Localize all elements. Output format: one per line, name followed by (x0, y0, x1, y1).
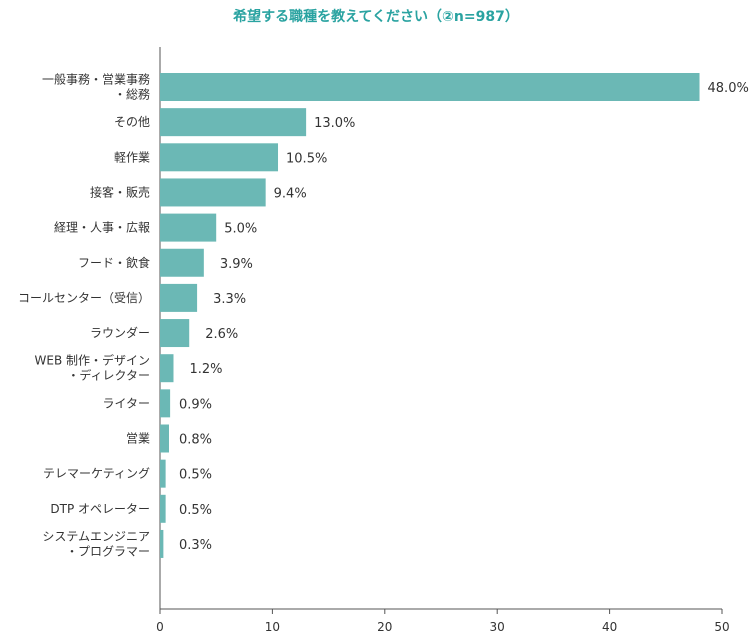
category-label: その他 (114, 115, 150, 129)
bar (160, 213, 217, 242)
bar (160, 143, 279, 172)
value-label: 3.9% (220, 257, 253, 272)
category-label: 接客・販売 (90, 184, 150, 199)
x-tick-label: 20 (377, 620, 392, 634)
category-label-line: ・総務 (114, 88, 150, 102)
category-label: WEB 制作・デザイン・ディレクター (35, 353, 151, 383)
bar (160, 178, 266, 207)
value-label: 0.5% (179, 468, 212, 483)
bar (160, 354, 174, 383)
value-label: 5.0% (224, 222, 257, 237)
bar (160, 108, 307, 137)
category-label: 一般事務・営業事務・総務 (42, 72, 150, 102)
category-label: ライター (102, 396, 150, 410)
value-label: 0.9% (179, 397, 212, 412)
category-label: テレマーケティング (43, 467, 150, 481)
category-label: 経理・人事・広報 (54, 221, 150, 235)
category-label-line: DTP オペレーター (50, 502, 150, 516)
bar (160, 248, 204, 277)
x-tick-label: 40 (602, 620, 617, 634)
value-label: 0.8% (179, 433, 212, 448)
category-label: ラウンダー (90, 325, 150, 340)
category-label: システムエンジニア・プログラマー (42, 529, 150, 558)
value-label: 48.0% (708, 81, 749, 96)
category-label-line: ライター (102, 396, 150, 410)
category-label: フード・飲食 (78, 255, 150, 270)
category-label-line: 軽作業 (114, 150, 150, 164)
category-label: DTP オペレーター (50, 502, 150, 516)
category-label-line: その他 (114, 115, 150, 129)
bar (160, 424, 169, 453)
category-label-line: ラウンダー (90, 325, 150, 340)
value-label: 0.3% (179, 538, 212, 553)
bar (160, 459, 166, 488)
category-label: 営業 (126, 432, 150, 446)
category-label: 軽作業 (114, 150, 150, 164)
value-label: 3.3% (213, 292, 246, 307)
category-label-line: テレマーケティング (43, 467, 150, 481)
value-label: 9.4% (274, 186, 307, 201)
category-label-line: 経理・人事・広報 (54, 221, 150, 235)
category-label-line: 接客・販売 (90, 184, 150, 199)
category-label-line: コールセンター（受信） (18, 291, 150, 305)
x-tick-label: 10 (265, 620, 280, 634)
bar (160, 319, 190, 348)
category-label-line: ・プログラマー (66, 544, 150, 558)
bar (160, 389, 171, 418)
value-label: 13.0% (314, 116, 355, 131)
bar (160, 73, 700, 101)
bar (160, 283, 198, 312)
category-label: コールセンター（受信） (18, 291, 150, 305)
category-label-line: システムエンジニア (42, 529, 150, 543)
value-label: 10.5% (286, 151, 327, 166)
value-label: 1.2% (189, 362, 222, 377)
bar (160, 494, 166, 523)
category-label-line: WEB 制作・デザイン (35, 353, 151, 368)
category-label-line: 営業 (126, 432, 150, 446)
x-tick-label: 0 (156, 620, 164, 634)
category-label-line: フード・飲食 (78, 255, 150, 270)
chart-title: 希望する職種を教えてください（②n=987） (233, 9, 519, 25)
value-label: 2.6% (205, 327, 238, 342)
x-tick-label: 30 (490, 620, 505, 634)
bar (160, 529, 164, 558)
x-tick-label: 50 (714, 620, 729, 634)
category-label-line: ・ディレクター (67, 368, 150, 383)
category-label-line: 一般事務・営業事務 (42, 72, 150, 87)
value-label: 0.5% (179, 503, 212, 518)
